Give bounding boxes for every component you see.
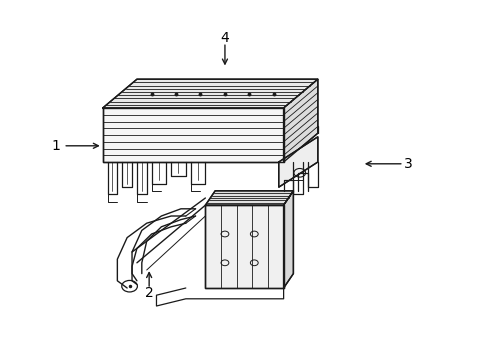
Polygon shape (205, 191, 293, 205)
Polygon shape (283, 79, 317, 162)
Text: 2: 2 (144, 287, 153, 300)
Text: 4: 4 (220, 31, 229, 45)
Polygon shape (102, 79, 317, 108)
Polygon shape (205, 205, 283, 288)
Text: 1: 1 (52, 139, 61, 153)
Polygon shape (278, 137, 317, 187)
Text: 3: 3 (403, 157, 412, 171)
Polygon shape (283, 191, 293, 288)
Polygon shape (102, 108, 283, 162)
